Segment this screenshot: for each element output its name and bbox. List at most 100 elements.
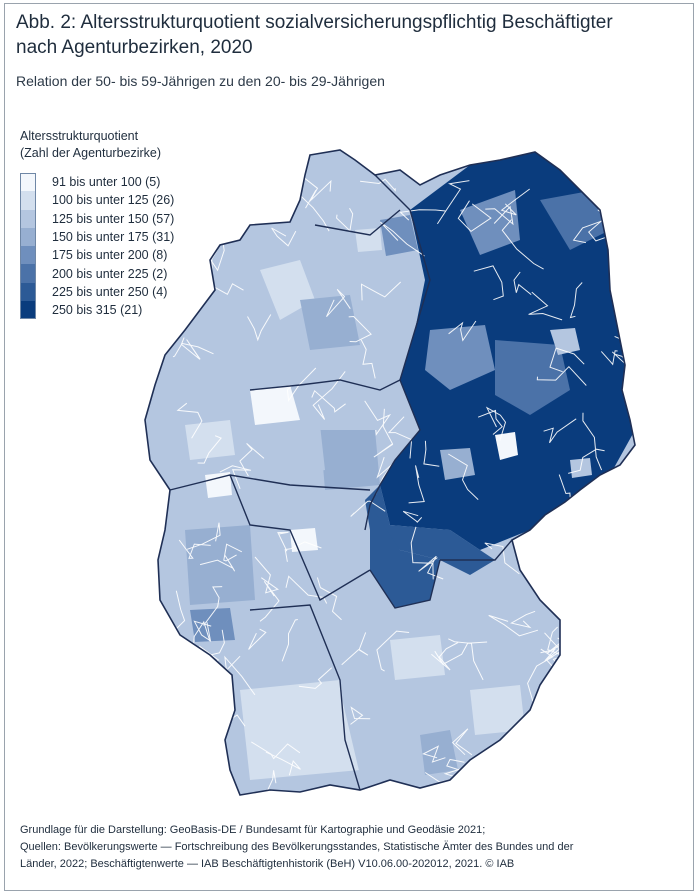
district-boundary [262,770,277,795]
district-boundary [431,642,459,671]
district-boundary [397,150,411,166]
district-boundary [316,577,342,621]
legend-item: 125 bis unter 150 (57) [20,209,175,228]
district-boundary [409,130,467,143]
figure-frame [4,3,694,891]
region-nbavaria [370,505,440,608]
district-boundary [485,205,514,226]
region-hessen-north [320,430,380,490]
legend-title-line-2: (Zahl der Agenturbezirke) [20,146,162,160]
legend-label: 200 bis unter 225 (2) [52,266,168,281]
legend-label: 125 bis unter 150 (57) [52,211,175,226]
germany-map [144,130,640,796]
district-boundary [193,620,212,642]
district-boundary [281,619,298,662]
district-boundary [145,237,176,282]
district-boundary [145,371,148,408]
district-boundary [500,188,530,216]
district-boundary [180,337,201,360]
district-boundary [360,339,376,379]
district-boundary [492,743,513,769]
district-boundary [451,728,473,756]
district-boundary [536,365,587,386]
district-boundary [145,303,170,325]
legend-item: 150 bis unter 175 (31) [20,227,175,247]
district-boundary [612,150,635,159]
legend-swatch [20,227,36,247]
district-boundary [223,543,243,562]
region-bw-west [240,605,320,680]
figure-subtitle: Relation der 50- bis 59-Jährigen zu den … [16,73,385,89]
district-boundary [636,405,640,433]
district-boundary [277,531,289,552]
district-boundary [360,281,402,301]
district-boundary [202,130,231,140]
district-boundary [259,581,280,622]
district-boundary [311,389,346,413]
region-erfurt [440,448,475,480]
district-boundary [364,400,392,436]
legend-item: 175 bis unter 200 (8) [20,246,174,265]
district-boundary [582,412,603,471]
district-boundary [350,500,386,517]
district-boundary [564,724,587,747]
district-boundary [341,632,369,666]
district-boundary [396,150,418,165]
district-boundary [247,314,272,342]
legend-swatch [20,191,36,210]
district-boundary [488,614,539,637]
legend-item: 100 bis unter 125 (26) [20,191,174,210]
district-boundary [423,440,440,467]
district-boundary [248,182,270,209]
district-boundary [224,655,256,696]
region-thuringia [365,485,495,575]
district-boundary [457,200,492,233]
region-bw-south [240,680,360,780]
region-brandenburg-west [425,325,495,390]
figure-title: Abb. 2: Altersstrukturquotient sozialver… [16,10,676,60]
footer-line-3: Länder, 2022; Beschäftigtenwerte — IAB B… [20,858,515,870]
region-ruhr [185,420,235,460]
district-boundary [540,632,563,662]
district-boundary [186,522,221,550]
legend-swatch [20,173,36,192]
legend-item: 91 bis unter 100 (5) [20,173,174,192]
district-boundary [248,628,267,650]
district-boundary [448,453,479,500]
district-boundary [501,219,544,270]
district-boundary [434,641,488,665]
region-hamburg [355,228,382,252]
district-boundary [178,150,194,176]
district-boundary [418,555,444,580]
region-mv-east [540,190,610,250]
district-boundary [155,236,176,283]
district-boundary [172,342,214,358]
legend-swatch [20,246,36,265]
district-boundary [360,178,396,192]
district-boundary [298,667,333,689]
district-boundary [552,627,608,679]
legend-swatch [20,301,36,320]
district-boundary [422,745,446,763]
district-boundary [436,180,470,225]
district-boundary [448,320,477,342]
district-boundary [577,573,595,598]
district-boundary [312,371,346,420]
district-boundary [197,435,222,464]
legend-item: 200 bis unter 225 (2) [20,264,174,283]
figure-footer: Grundlage für die Darstellung: GeoBasis-… [20,822,660,873]
district-boundary [537,130,575,141]
legend-item: 250 bis 315 (21) [20,301,174,320]
district-boundary [561,607,582,636]
district-boundary [549,347,585,373]
district-boundary [376,630,410,672]
legend-label: 150 bis unter 175 (31) [52,230,175,245]
legend-label: 91 bis unter 100 (5) [52,175,161,190]
district-boundary [145,467,155,490]
district-boundary [408,465,425,504]
district-boundary [259,171,287,215]
district-boundary [387,416,413,459]
district-boundary [402,510,423,523]
legend-swatch [20,282,36,302]
district-boundary [286,367,317,402]
